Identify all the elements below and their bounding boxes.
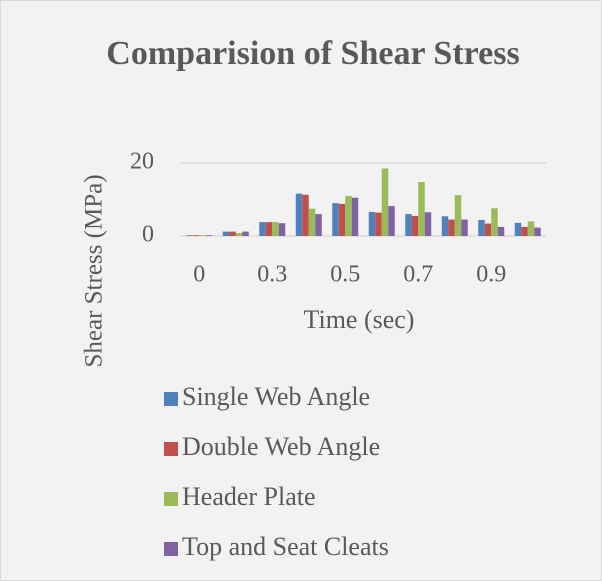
bar [375, 212, 382, 236]
legend-swatch [164, 442, 178, 456]
legend-label: Double Web Angle [182, 432, 380, 461]
x-tick-label: 0.3 [257, 262, 287, 288]
bar [278, 223, 286, 236]
legend-swatch [164, 492, 178, 506]
bar [295, 193, 303, 236]
bar [418, 181, 425, 236]
bar [514, 222, 522, 236]
legend-label: Header Plate [182, 482, 316, 511]
y-tick-label: 20 [130, 149, 154, 175]
bar [454, 195, 462, 236]
legend-label: Top and Seat Cleats [182, 532, 389, 561]
bar [199, 235, 206, 236]
y-tick-label: 0 [142, 222, 154, 248]
bar [484, 223, 492, 236]
y-axis-label: Shear Stress (MPa) [81, 174, 108, 367]
bar [381, 168, 389, 236]
bar [332, 203, 339, 236]
bar [302, 194, 309, 236]
bar [448, 219, 455, 236]
bar [222, 231, 230, 236]
legend-label: Single Web Angle [182, 382, 370, 411]
x-axis-label: Time (sec) [304, 305, 415, 334]
x-tick-label: 0.5 [330, 262, 360, 288]
bar [534, 227, 541, 236]
bar [259, 222, 266, 236]
bar [186, 235, 193, 236]
x-tick-label: 0.9 [476, 262, 506, 288]
bar [478, 219, 485, 236]
chart-title: Comparision of Shear Stress [106, 35, 520, 72]
bar [338, 203, 346, 236]
bar [368, 211, 376, 236]
bar [229, 231, 236, 236]
bar [351, 197, 359, 236]
bar [491, 208, 498, 236]
legend-swatch [164, 392, 178, 406]
x-tick-label: 0.7 [403, 262, 433, 288]
bar [272, 222, 279, 236]
bar [345, 195, 352, 236]
bar [441, 216, 449, 236]
bar [265, 222, 273, 236]
x-tick-label: 0 [193, 262, 205, 288]
legend-swatch [164, 542, 178, 556]
bar [315, 214, 322, 236]
bar [521, 226, 528, 236]
bar [242, 231, 249, 236]
bar [461, 219, 468, 236]
bar [405, 214, 412, 236]
bar [411, 215, 419, 236]
bar [424, 212, 432, 236]
bar [192, 235, 200, 236]
bar [388, 206, 395, 236]
bar [235, 233, 243, 236]
bar [497, 226, 505, 236]
bar [205, 235, 213, 236]
bar [527, 221, 535, 236]
bar [308, 208, 316, 236]
